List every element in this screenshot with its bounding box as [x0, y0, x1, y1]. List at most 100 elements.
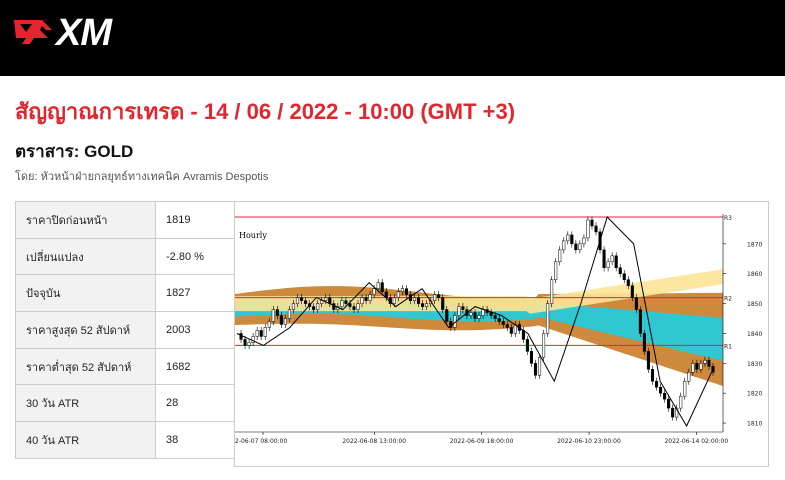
candle-body	[675, 407, 679, 418]
candle-body	[622, 273, 626, 280]
candle-body	[279, 315, 283, 325]
candle-body	[316, 303, 320, 310]
candle-body	[634, 297, 638, 310]
candle-body	[437, 294, 441, 298]
candle-body	[404, 288, 408, 295]
candle-body	[501, 321, 505, 325]
stat-label: ราคาต่ำสุด 52 สัปดาห์	[15, 347, 156, 386]
table-row: ราคาสูงสุด 52 สัปดาห์ 2003	[15, 311, 235, 349]
y-axis: 1810 1820 1830 1840 1850 1860 1870	[722, 214, 762, 432]
candle-body	[275, 309, 279, 316]
y-tick-label: 1870	[747, 241, 762, 248]
stat-label: เปลี่ยนแปลง	[15, 237, 156, 276]
candle-body	[582, 237, 586, 245]
candle-body	[473, 312, 477, 319]
level-label-r3: R3	[724, 215, 732, 222]
candle-body	[295, 297, 300, 304]
y-tick-label: 1820	[747, 391, 762, 398]
x-tick-label: 2-06-07 08:00:00	[235, 438, 287, 445]
candle-body	[372, 288, 376, 295]
candle-body	[574, 243, 578, 251]
candle-body	[594, 225, 598, 233]
candle-body	[247, 342, 251, 346]
candle-body	[711, 366, 715, 373]
y-tick-label: 1860	[747, 271, 762, 278]
candle-body	[695, 363, 699, 370]
stat-value: 1682	[155, 347, 235, 386]
candle-body	[271, 309, 275, 322]
stat-value: 38	[155, 421, 235, 459]
candle-body	[586, 219, 590, 239]
chart-title: Hourly	[239, 231, 267, 240]
candle-body	[320, 300, 324, 304]
candle-body	[683, 380, 687, 397]
candle-body	[566, 234, 570, 242]
candle-body	[299, 297, 304, 301]
page-title: สัญญาณการเทรด - 14 / 06 / 2022 - 10:00 (…	[15, 99, 516, 124]
candle-body	[344, 300, 348, 304]
candle-body	[554, 261, 558, 280]
candle-body	[562, 240, 566, 251]
x-tick-label: 2022-06-14 02:00:00	[664, 438, 728, 445]
candle-body	[642, 333, 646, 352]
zigzag-polyline	[236, 216, 714, 428]
x-tick-label: 2022-06-08 13:00:00	[342, 438, 406, 445]
candle-body	[687, 372, 691, 382]
candle-body	[312, 306, 316, 310]
candle-body	[542, 333, 546, 358]
stat-value: 2003	[155, 311, 235, 349]
candle-body	[259, 330, 263, 337]
candle-body	[489, 312, 493, 316]
candle-body	[291, 303, 296, 310]
candle-body	[525, 339, 529, 352]
level-label-r2: R2	[724, 296, 732, 303]
candle-body	[368, 294, 372, 301]
candle-body	[352, 306, 356, 310]
candle-body	[546, 303, 550, 334]
x-axis: 2-06-07 08:00:00 2022-06-08 13:00:00 2022-…	[235, 431, 728, 445]
candle-body	[376, 282, 380, 289]
candle-body	[263, 327, 267, 337]
candle-body	[626, 279, 630, 286]
candle-body	[461, 306, 465, 310]
candle-body	[441, 297, 445, 310]
instrument-title: ตราสาร: GOLD	[15, 142, 134, 161]
xm-logo-icon	[14, 20, 52, 44]
candle-body	[606, 261, 610, 269]
candle-body	[400, 288, 404, 292]
candle-body	[663, 392, 667, 400]
candle-body	[493, 315, 497, 319]
x-tick-label: 2022-06-09 18:00:00	[450, 438, 514, 445]
candle-body	[699, 363, 703, 370]
stat-value: 28	[155, 384, 235, 423]
author-byline: โดย: หัวหน้าฝ่ายกลยุทธ์ทางเทคนิค Avramis…	[15, 171, 269, 183]
stat-label: 40 วัน ATR	[15, 421, 156, 459]
candle-body	[558, 249, 562, 263]
band-cyan	[235, 296, 723, 361]
candle-body	[707, 360, 711, 367]
candle-body	[533, 363, 538, 376]
candle-body	[267, 321, 271, 328]
candle-body	[239, 333, 243, 340]
candle-body	[304, 300, 308, 304]
table-row: ราคาต่ำสุด 52 สัปดาห์ 1682	[15, 347, 235, 386]
candle-body	[283, 318, 287, 325]
candle-body	[646, 351, 651, 370]
y-tick-label: 1840	[747, 331, 762, 338]
candle-body	[481, 309, 485, 316]
candle-body	[521, 330, 525, 340]
hourly-chart: Hourly R3 R2 R1 1810 1820 1830 1840 1850 1860 18…	[234, 201, 769, 467]
candle-body	[251, 336, 255, 343]
candle-body	[324, 297, 328, 301]
candle-body	[509, 327, 513, 334]
candle-body	[537, 357, 542, 376]
table-row: ปัจจุบัน 1827	[15, 274, 235, 313]
candle-body	[425, 303, 429, 307]
candle-body	[602, 249, 606, 269]
candle-body	[618, 267, 622, 274]
y-tick-label: 1850	[747, 301, 762, 308]
stat-label: ราคาปิดก่อนหน้า	[15, 201, 156, 239]
candle-body	[654, 380, 659, 388]
cloud-bands	[235, 269, 723, 386]
candle-body	[638, 309, 642, 334]
